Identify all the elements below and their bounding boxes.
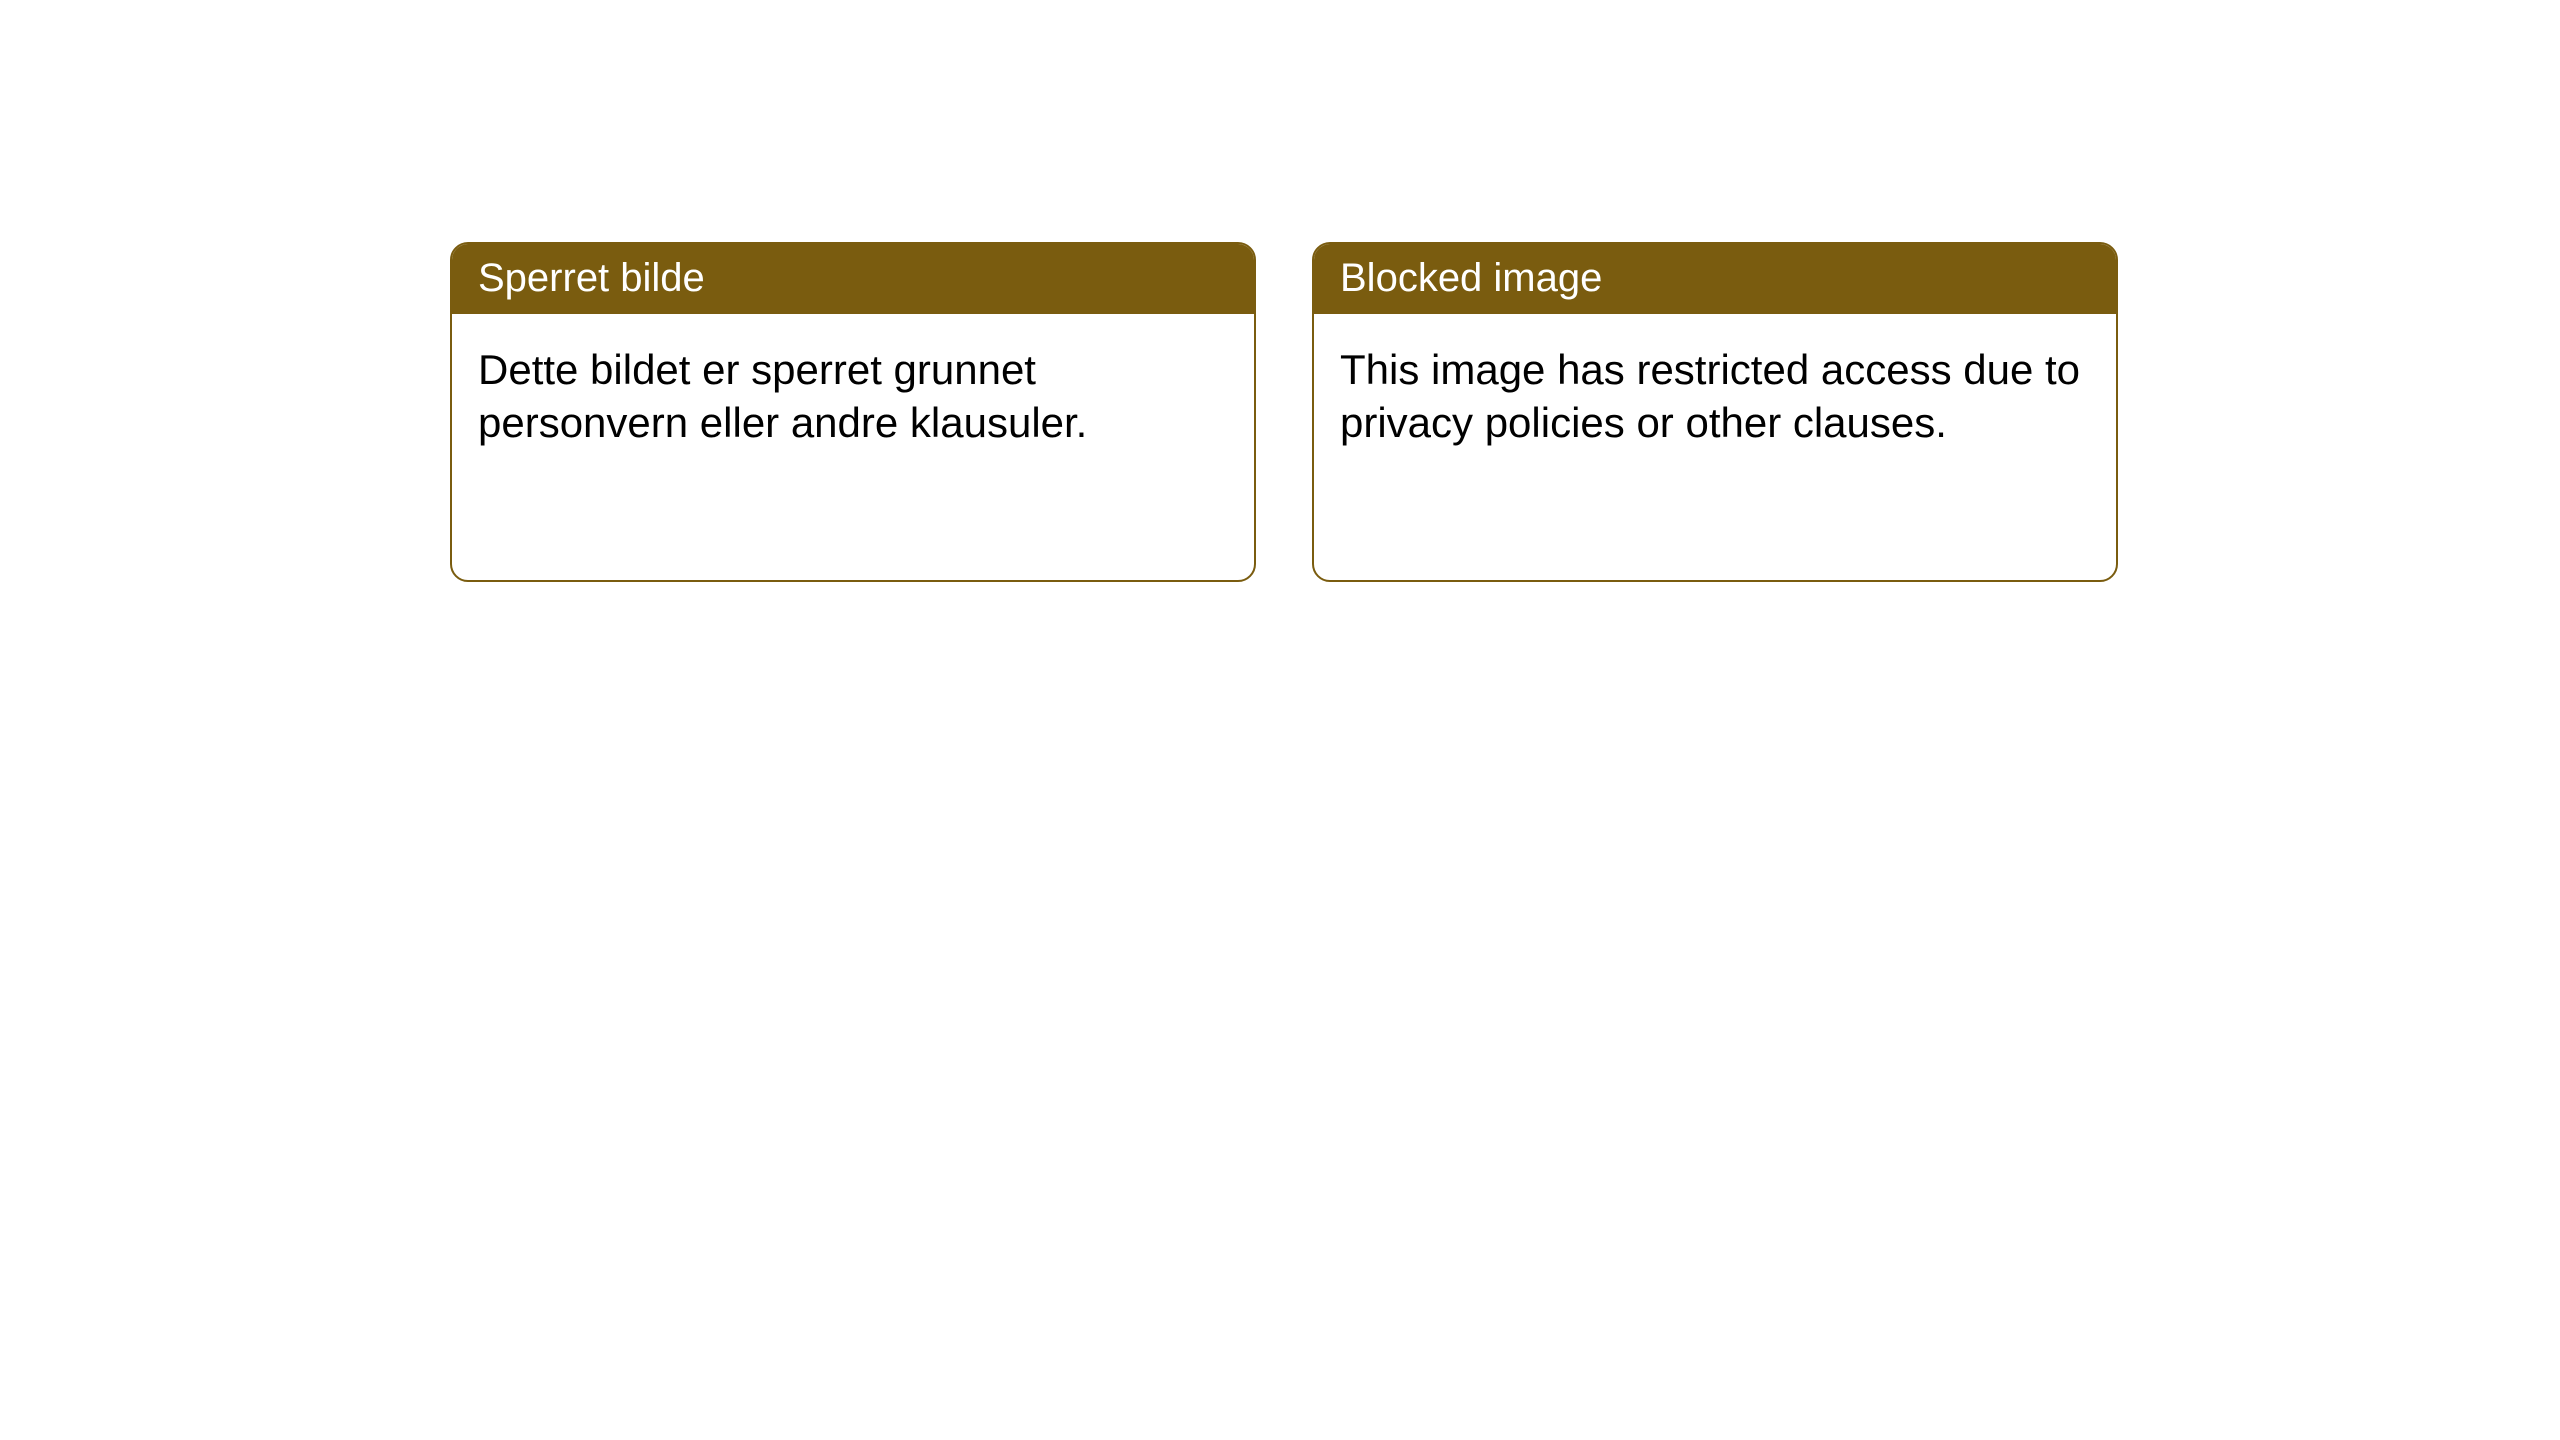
panel-body-text: This image has restricted access due to … bbox=[1340, 346, 2080, 446]
panel-title: Blocked image bbox=[1340, 256, 1602, 300]
panel-body: This image has restricted access due to … bbox=[1314, 314, 2116, 480]
notice-panel-norwegian: Sperret bilde Dette bildet er sperret gr… bbox=[450, 242, 1256, 582]
notice-panel-english: Blocked image This image has restricted … bbox=[1312, 242, 2118, 582]
panel-title: Sperret bilde bbox=[478, 256, 705, 300]
panel-body-text: Dette bildet er sperret grunnet personve… bbox=[478, 346, 1087, 446]
panel-header: Sperret bilde bbox=[452, 244, 1254, 314]
panel-body: Dette bildet er sperret grunnet personve… bbox=[452, 314, 1254, 480]
notice-panels-container: Sperret bilde Dette bildet er sperret gr… bbox=[450, 242, 2118, 582]
panel-header: Blocked image bbox=[1314, 244, 2116, 314]
